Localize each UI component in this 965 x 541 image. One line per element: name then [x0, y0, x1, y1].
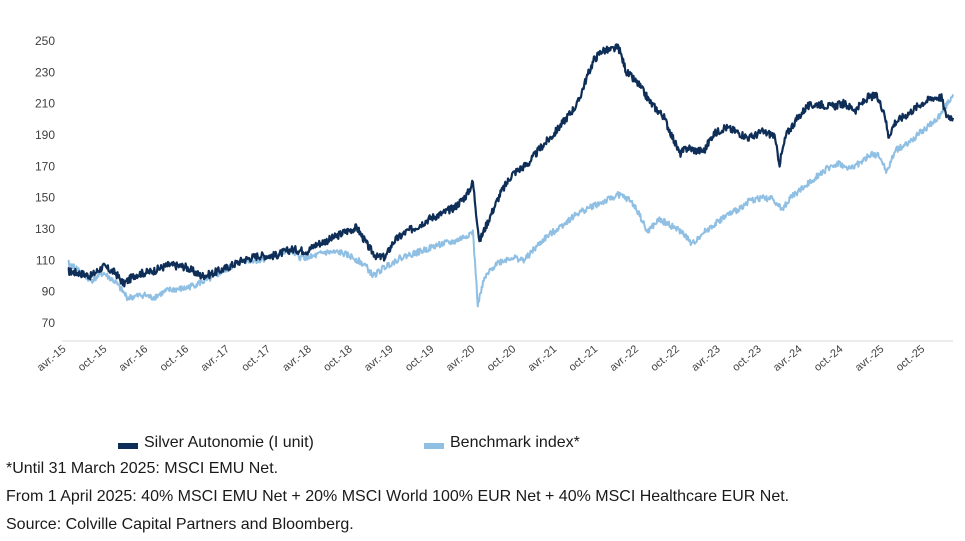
x-tick-label: oct.-20 — [485, 343, 518, 374]
legend-label-fund: Silver Autonomie (I unit) — [144, 434, 314, 451]
x-tick-label: oct.-18 — [321, 343, 354, 374]
y-tick-label: 150 — [35, 191, 55, 205]
x-tick-label: avr.-15 — [35, 343, 68, 374]
x-tick-label: avr.-17 — [199, 343, 232, 374]
x-tick-label: avr.-18 — [280, 343, 313, 374]
x-tick-label: oct.-21 — [567, 343, 600, 374]
y-tick-label: 130 — [35, 222, 55, 236]
x-tick-label: avr.-19 — [362, 343, 395, 374]
x-tick-label: oct.-24 — [812, 343, 845, 374]
x-tick-label: oct.-22 — [648, 343, 681, 374]
x-tick-label: oct.-25 — [894, 343, 927, 374]
x-tick-label: avr.-22 — [608, 343, 641, 374]
x-tick-label: avr.-21 — [526, 343, 559, 374]
legend-swatch-fund — [118, 443, 138, 449]
x-tick-label: avr.-25 — [853, 343, 886, 374]
legend-item-benchmark: Benchmark index* — [424, 434, 580, 452]
y-tick-label: 190 — [35, 128, 55, 142]
footnote-until: *Until 31 March 2025: MSCI EMU Net. — [6, 460, 279, 477]
x-tick-label: avr.-16 — [117, 343, 150, 374]
footnote-composition: From 1 April 2025: 40% MSCI EMU Net + 20… — [6, 488, 790, 505]
legend-item-fund: Silver Autonomie (I unit) — [118, 434, 314, 452]
x-tick-label: oct.-16 — [158, 343, 191, 374]
y-tick-label: 210 — [35, 97, 55, 111]
x-tick-label: avr.-24 — [771, 343, 804, 374]
x-tick-label: oct.-19 — [403, 343, 436, 374]
footnote-source: Source: Colville Capital Partners and Bl… — [6, 516, 354, 533]
x-tick-label: oct.-17 — [239, 343, 272, 374]
x-tick-label: oct.-15 — [76, 343, 109, 374]
legend-swatch-benchmark — [424, 443, 444, 449]
series-line-fund — [67, 43, 955, 288]
legend-label-benchmark: Benchmark index* — [450, 434, 580, 451]
y-tick-label: 70 — [42, 316, 56, 330]
y-tick-label: 230 — [35, 65, 55, 79]
y-tick-label: 90 — [42, 285, 56, 299]
x-tick-label: oct.-23 — [730, 343, 763, 374]
y-tick-label: 110 — [36, 253, 55, 267]
y-tick-label: 250 — [35, 34, 55, 48]
y-tick-label: 170 — [35, 159, 55, 173]
x-tick-label: avr.-20 — [444, 343, 477, 374]
x-tick-label: avr.-23 — [689, 343, 722, 374]
